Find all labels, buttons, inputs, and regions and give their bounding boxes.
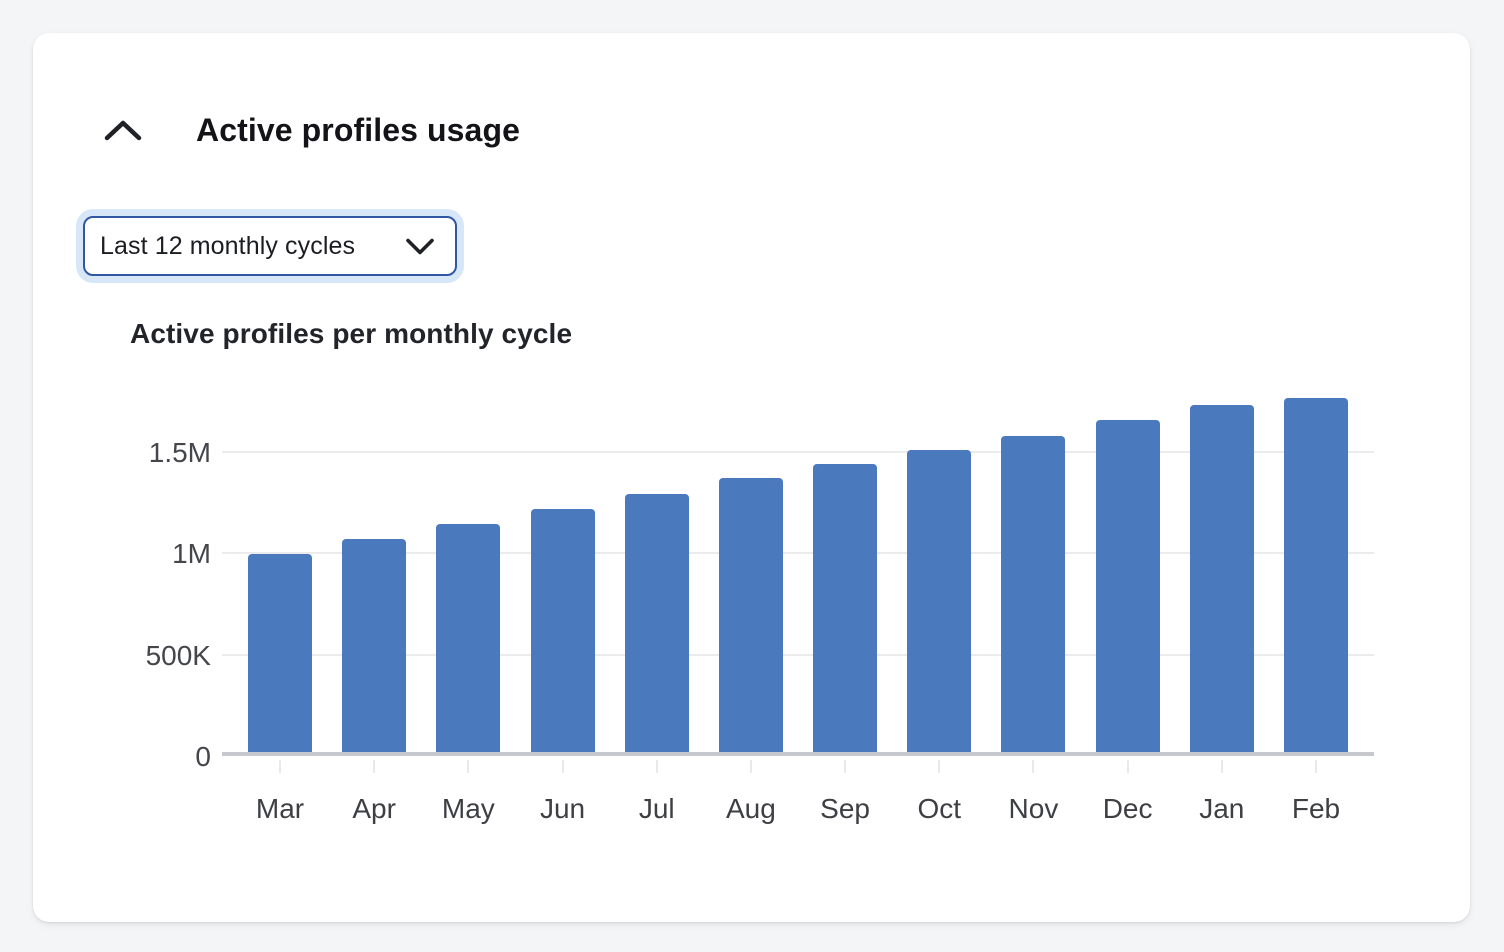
active-profiles-usage-card: Active profiles usage Last 12 monthly cy… — [33, 33, 1470, 922]
bar — [1189, 405, 1254, 752]
x-axis-tick — [279, 760, 281, 773]
chevron-down-icon — [406, 238, 434, 254]
card-header: Active profiles usage — [103, 108, 520, 152]
x-tick-label: Feb — [1291, 793, 1341, 824]
x-tick-label: May — [441, 793, 495, 824]
plot-area — [222, 395, 1374, 756]
x-axis-tick — [1126, 760, 1129, 773]
bar — [1001, 436, 1066, 752]
collapse-section-button[interactable] — [103, 115, 143, 145]
x-axis-tick — [938, 760, 941, 773]
y-tick-label: 0 — [195, 741, 211, 772]
gridline — [222, 450, 1374, 453]
bar — [530, 509, 595, 752]
x-axis-tick — [467, 760, 470, 773]
gridline — [222, 653, 1374, 656]
bar — [907, 450, 972, 752]
x-tick-label: Dec — [1102, 793, 1153, 824]
bar — [1095, 420, 1160, 752]
x-axis-tick — [844, 760, 847, 773]
x-axis-tick — [749, 760, 752, 773]
gridline — [222, 552, 1374, 555]
x-axis-tick — [1314, 760, 1317, 773]
cycle-range-dropdown-value: Last 12 monthly cycles — [100, 231, 356, 260]
x-axis-tick — [1032, 760, 1035, 773]
x-tick-label: Oct — [917, 793, 962, 824]
chevron-up-icon — [104, 120, 142, 141]
x-axis-tick — [1220, 760, 1223, 773]
x-axis-tick — [561, 760, 564, 773]
y-tick-label: 500K — [145, 639, 211, 671]
y-tick-label: 1.5M — [148, 436, 211, 468]
x-tick-label: Jul — [638, 793, 675, 824]
bar-chart: 0 500K 1M 1.5M Mar Apr May Jun Jul Aug Sep Oct Nov De… — [33, 395, 1470, 875]
card-title: Active profiles usage — [196, 112, 520, 148]
bar — [436, 524, 501, 752]
cycle-range-dropdown[interactable]: Last 12 monthly cycles — [83, 216, 457, 276]
bar — [813, 464, 878, 752]
x-tick-label: Nov — [1008, 793, 1059, 824]
bar — [342, 539, 407, 752]
bar — [718, 478, 783, 752]
x-tick-label: Mar — [255, 793, 305, 824]
x-tick-label: Apr — [352, 793, 396, 824]
x-tick-label: Aug — [725, 793, 776, 824]
chart-title: Active profiles per monthly cycle — [130, 318, 573, 349]
x-axis-tick — [655, 760, 658, 773]
x-tick-label: Sep — [820, 793, 870, 824]
x-tick-label: Jun — [539, 793, 586, 824]
x-tick-label: Jan — [1199, 793, 1245, 824]
bar — [624, 494, 689, 752]
bar — [1283, 398, 1348, 752]
x-axis-tick — [373, 760, 376, 773]
y-tick-label: 1M — [172, 538, 211, 570]
bar — [248, 554, 312, 752]
